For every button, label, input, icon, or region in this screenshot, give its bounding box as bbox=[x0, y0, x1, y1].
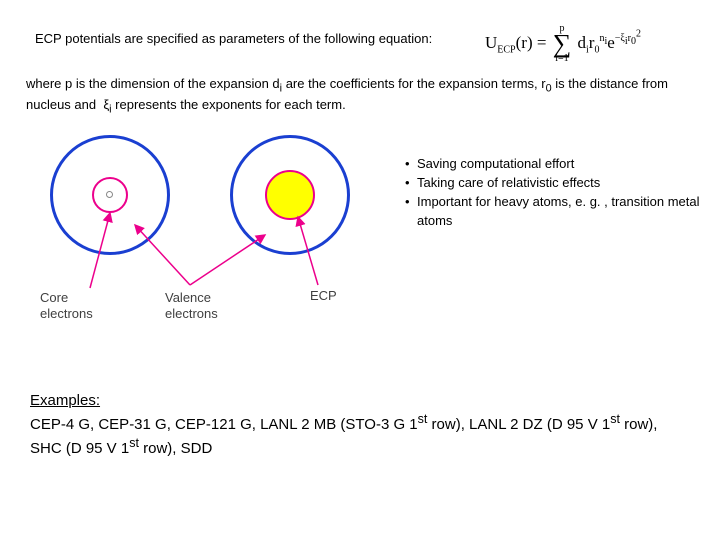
list-item: • Taking care of relativistic effects bbox=[405, 174, 707, 193]
atom2-ecp-core bbox=[265, 170, 315, 220]
list-item-text: Important for heavy atoms, e. g. , trans… bbox=[417, 193, 707, 231]
list-item: • Important for heavy atoms, e. g. , tra… bbox=[405, 193, 707, 231]
list-item: • Saving computational effort bbox=[405, 155, 707, 174]
label-ecp: ECP bbox=[310, 288, 337, 304]
bullet-icon: • bbox=[405, 155, 417, 174]
label-core-electrons: Coreelectrons bbox=[40, 290, 93, 323]
examples-heading: Examples: bbox=[30, 392, 100, 409]
atom1-nucleus bbox=[106, 191, 113, 198]
atom-diagram: Coreelectrons Valenceelectrons ECP bbox=[20, 125, 380, 325]
intro-sentence-1: ECP potentials are specified as paramete… bbox=[35, 30, 475, 48]
list-item-text: Saving computational effort bbox=[417, 155, 574, 174]
examples-block: Examples: CEP-4 G, CEP-31 G, CEP-121 G, … bbox=[30, 390, 690, 459]
intro-sentence-2: where p is the dimension of the expansio… bbox=[26, 75, 706, 117]
benefits-list: • Saving computational effort • Taking c… bbox=[405, 155, 707, 230]
label-valence-electrons: Valenceelectrons bbox=[165, 290, 218, 323]
list-item-text: Taking care of relativistic effects bbox=[417, 174, 600, 193]
ecp-equation: UECP(r) = p∑i=1 dir0nie−ξir02 bbox=[485, 24, 641, 64]
bullet-icon: • bbox=[405, 193, 417, 231]
bullet-icon: • bbox=[405, 174, 417, 193]
examples-body: CEP-4 G, CEP-31 G, CEP-121 G, LANL 2 MB … bbox=[30, 416, 657, 457]
